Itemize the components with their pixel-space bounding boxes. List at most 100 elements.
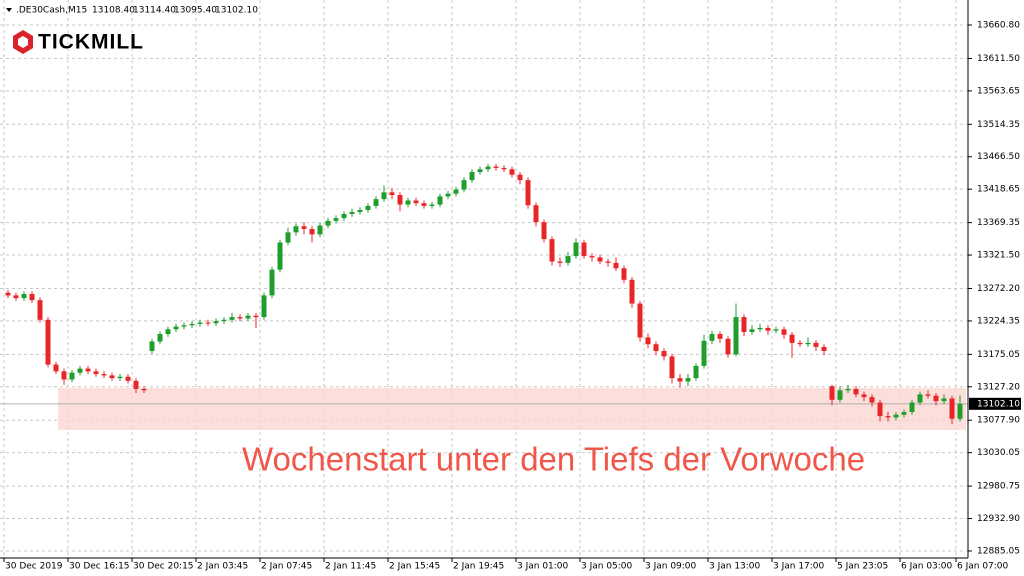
candle-body — [941, 398, 947, 402]
x-tick-label: 30 Dec 16:15 — [69, 562, 130, 572]
candle-body — [157, 334, 163, 342]
candle-body — [85, 368, 91, 372]
candle-body — [261, 295, 267, 318]
x-tick-label: 2 Jan 19:45 — [453, 562, 504, 572]
candle-body — [581, 242, 587, 257]
candle-body — [213, 321, 219, 324]
candle-body — [573, 242, 579, 257]
candle-body — [733, 317, 739, 355]
candle-body — [341, 214, 347, 219]
candle-body — [677, 378, 683, 382]
logo-icon — [13, 30, 33, 54]
candle-body — [813, 342, 819, 347]
candle-body — [701, 340, 707, 366]
candle-body — [589, 256, 595, 258]
candle-body — [525, 180, 531, 206]
candle-body — [541, 222, 547, 240]
candle-body — [301, 226, 307, 229]
candle-body — [709, 334, 715, 341]
y-tick-label: 12980.75 — [977, 482, 1020, 492]
y-tick-label: 13175.05 — [977, 350, 1020, 360]
x-tick-label: 3 Jan 17:00 — [773, 562, 825, 572]
candle-body — [205, 322, 211, 324]
header-close: 13102.10 — [215, 6, 258, 16]
candle-body — [549, 239, 555, 262]
candle-body — [533, 205, 539, 223]
y-tick-label: 13077.90 — [977, 416, 1020, 426]
candle-body — [13, 295, 19, 299]
candle-body — [77, 368, 83, 373]
candle-body — [173, 326, 179, 330]
candle-body — [37, 300, 43, 320]
candle-body — [749, 329, 755, 333]
candle-body — [69, 372, 75, 380]
x-tick-label: 3 Jan 09:00 — [645, 562, 697, 572]
candle-body — [741, 317, 747, 333]
candle-body — [477, 169, 483, 172]
candle-body — [821, 346, 827, 351]
candle-body — [805, 342, 811, 345]
candle-body — [269, 269, 275, 296]
header-open: 13108.40 — [92, 6, 135, 16]
candle-body — [461, 180, 467, 190]
candle-body — [197, 322, 203, 324]
candle-body — [381, 192, 387, 200]
y-tick-label: 13563.65 — [977, 86, 1020, 96]
candle-body — [605, 261, 611, 263]
candle-body — [725, 338, 731, 355]
support-zone — [58, 388, 966, 430]
x-tick-label: 2 Jan 07:45 — [261, 562, 312, 572]
candle-body — [893, 414, 899, 418]
candle-body — [837, 390, 843, 400]
candle-body — [637, 303, 643, 338]
dropdown-icon[interactable] — [6, 8, 12, 12]
candle-body — [429, 204, 435, 206]
candle-body — [117, 376, 123, 379]
candle-body — [5, 292, 11, 296]
candle-body — [829, 386, 835, 400]
candle-body — [629, 279, 635, 304]
y-tick-label: 13127.20 — [977, 382, 1020, 392]
candle-body — [869, 397, 875, 403]
candle-body — [125, 376, 131, 381]
y-tick-label: 13611.50 — [977, 54, 1020, 64]
candle-body — [445, 193, 451, 197]
x-tick-label: 2 Jan 11:45 — [325, 562, 376, 572]
x-tick-label: 6 Jan 07:00 — [957, 562, 1009, 572]
annotation: Wochenstart unter den Tiefs der Vorwoche — [242, 441, 865, 478]
candle-body — [565, 256, 571, 263]
candle-body — [189, 323, 195, 326]
candle-body — [957, 403, 963, 419]
candle-body — [685, 378, 691, 382]
candle-body — [437, 196, 443, 205]
candle-body — [373, 199, 379, 206]
x-tick-label: 3 Jan 01:00 — [517, 562, 569, 572]
candle-body — [773, 329, 779, 331]
header-low: 13095.40 — [174, 6, 217, 16]
candle-body — [277, 242, 283, 270]
y-tick-label: 12885.05 — [977, 546, 1020, 556]
candle-body — [317, 225, 323, 235]
candle-body — [901, 412, 907, 415]
candle-body — [141, 388, 147, 391]
x-tick-label: 3 Jan 05:00 — [581, 562, 633, 572]
candle-body — [421, 203, 427, 206]
candle-body — [285, 232, 291, 243]
y-tick-label: 13321.50 — [977, 251, 1020, 261]
candle-body — [797, 342, 803, 345]
candle-body — [413, 200, 419, 204]
x-tick-label: 30 Dec 20:15 — [133, 562, 194, 572]
candle-body — [61, 371, 67, 380]
candle-body — [229, 317, 235, 320]
candle-body — [405, 200, 411, 205]
candle-body — [357, 209, 363, 213]
y-tick-label: 13418.65 — [977, 185, 1020, 195]
candle-body — [757, 327, 763, 330]
current-price-box — [969, 397, 1021, 410]
candle-body — [45, 319, 51, 365]
candle-body — [101, 374, 107, 376]
current-price-label: 13102.10 — [977, 399, 1020, 409]
candle-body — [613, 262, 619, 269]
candle-body — [669, 356, 675, 379]
